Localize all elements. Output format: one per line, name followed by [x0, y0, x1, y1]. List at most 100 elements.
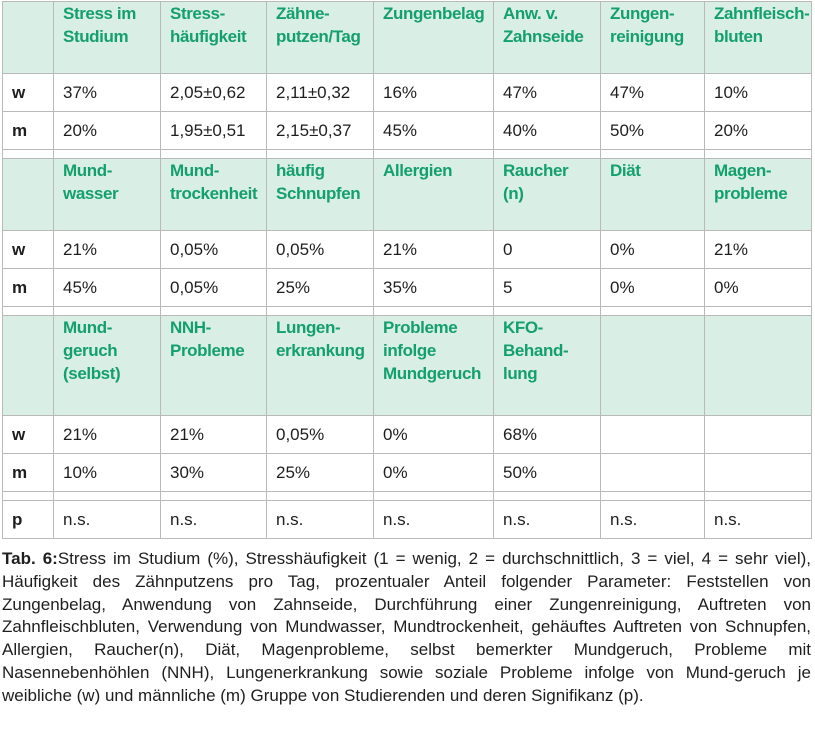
spacer-cell: [53, 306, 161, 316]
column-header: [704, 315, 812, 416]
table-cell: 0%: [704, 268, 812, 307]
table-cell: [600, 453, 705, 492]
table-cell: 25%: [266, 268, 374, 307]
header-line: wasser: [63, 184, 119, 203]
column-header: Mund-wasser: [53, 158, 161, 231]
table-cell: 40%: [493, 111, 601, 150]
header-line: Magen-: [714, 161, 772, 180]
header-line: Mund-: [63, 318, 112, 337]
spacer-cell: [373, 306, 494, 316]
spacer-cell: [2, 491, 54, 501]
significance-row: p n.s. n.s. n.s. n.s. n.s. n.s. n.s.: [2, 500, 812, 539]
table-cell: 0%: [373, 453, 494, 492]
caption-text: Stress im Studium (%), Stresshäufigkeit …: [2, 549, 811, 705]
column-header: KFO- Behand-lung: [493, 315, 601, 416]
header-line: Probleme: [170, 341, 245, 360]
table-cell: 50%: [600, 111, 705, 150]
spacer-cell: [2, 149, 54, 159]
column-header: Diät: [600, 158, 705, 231]
header-line: Zahnfleisch-: [714, 4, 810, 23]
spacer-cell: [160, 491, 267, 501]
header-line: Mund-: [170, 161, 219, 180]
table-cell: 35%: [373, 268, 494, 307]
row-label: w: [2, 73, 54, 112]
table-cell: n.s.: [704, 500, 812, 539]
table-cell: 1,95±0,51: [160, 111, 267, 150]
header-line: Stress im: [63, 4, 136, 23]
table-row: w 37% 2,05±0,62 2,11±0,32 16% 47% 47% 10%: [2, 73, 812, 112]
header-line: trockenheit: [170, 184, 258, 203]
table-cell: 20%: [704, 111, 812, 150]
table-cell: 45%: [373, 111, 494, 150]
header-row: Mund-geruch (selbst) NNH- Probleme Lungen-er…: [2, 315, 812, 416]
table-cell: 37%: [53, 73, 161, 112]
header-line: Probleme: [383, 318, 458, 337]
column-header: Zähne-putzen/Tag: [266, 1, 374, 74]
table-caption: Tab. 6:Stress im Studium (%), Stresshäuf…: [2, 548, 811, 708]
table-cell: n.s.: [493, 500, 601, 539]
column-header: Zungenbelag: [373, 1, 494, 74]
table-cell: 0%: [600, 230, 705, 269]
spacer-cell: [704, 306, 812, 316]
table-cell: 0,05%: [266, 415, 374, 454]
header-line: Zahnseide: [503, 27, 584, 46]
table-cell: 0,05%: [160, 230, 267, 269]
table-row: m 20% 1,95±0,51 2,15±0,37 45% 40% 50% 20%: [2, 111, 812, 150]
table-cell: 21%: [160, 415, 267, 454]
spacer-cell: [160, 306, 267, 316]
header-line: lung: [503, 364, 538, 383]
table-cell: 0%: [373, 415, 494, 454]
header-corner-cell: [2, 315, 54, 416]
header-line: Schnupfen: [276, 184, 361, 203]
table-cell: n.s.: [600, 500, 705, 539]
table-cell: 21%: [373, 230, 494, 269]
table-row: m 10% 30% 25% 0% 50%: [2, 453, 812, 492]
column-header: Lungen-erkrankung: [266, 315, 374, 416]
table-row: m 45% 0,05% 25% 35% 5 0% 0%: [2, 268, 812, 307]
row-label: m: [2, 453, 54, 492]
header-line: (selbst): [63, 364, 121, 383]
spacer-cell: [600, 306, 705, 316]
header-corner-cell: [2, 158, 54, 231]
results-table: Stress im Studium Stress-häufigkeit Zähne-p…: [2, 1, 812, 539]
column-header: Stress-häufigkeit: [160, 1, 267, 74]
column-header: Mund-trockenheit: [160, 158, 267, 231]
table-cell: 45%: [53, 268, 161, 307]
spacer-cell: [266, 306, 374, 316]
spacer-row: [2, 149, 812, 159]
table-cell: 47%: [600, 73, 705, 112]
header-row: Mund-wasser Mund-trockenheit häufig Schnupf…: [2, 158, 812, 231]
header-line: Stress-: [170, 4, 225, 23]
table-cell: 30%: [160, 453, 267, 492]
table-cell: 0: [493, 230, 601, 269]
table-cell: 47%: [493, 73, 601, 112]
table-cell: 21%: [704, 230, 812, 269]
column-header: Raucher (n): [493, 158, 601, 231]
row-label: m: [2, 268, 54, 307]
spacer-cell: [493, 306, 601, 316]
spacer-cell: [600, 149, 705, 159]
spacer-row: [2, 491, 812, 501]
header-line: häufig: [276, 161, 325, 180]
column-header: [600, 315, 705, 416]
header-line: erkrankung: [276, 341, 365, 360]
header-line: infolge: [383, 341, 436, 360]
header-line: bluten: [714, 27, 763, 46]
table-cell: n.s.: [373, 500, 494, 539]
column-header: Anw. v. Zahnseide: [493, 1, 601, 74]
spacer-cell: [704, 491, 812, 501]
table-cell: 0,05%: [160, 268, 267, 307]
spacer-cell: [493, 149, 601, 159]
header-line: Behand-: [503, 341, 569, 360]
header-line: Lungen-: [276, 318, 341, 337]
spacer-cell: [160, 149, 267, 159]
table-cell: 68%: [493, 415, 601, 454]
spacer-cell: [53, 149, 161, 159]
header-line: Zungenbelag: [383, 4, 485, 23]
table-cell: 0,05%: [266, 230, 374, 269]
table-cell: 10%: [704, 73, 812, 112]
header-corner-cell: [2, 1, 54, 74]
spacer-row: [2, 306, 812, 316]
column-header: Magen-probleme: [704, 158, 812, 231]
row-label: w: [2, 230, 54, 269]
